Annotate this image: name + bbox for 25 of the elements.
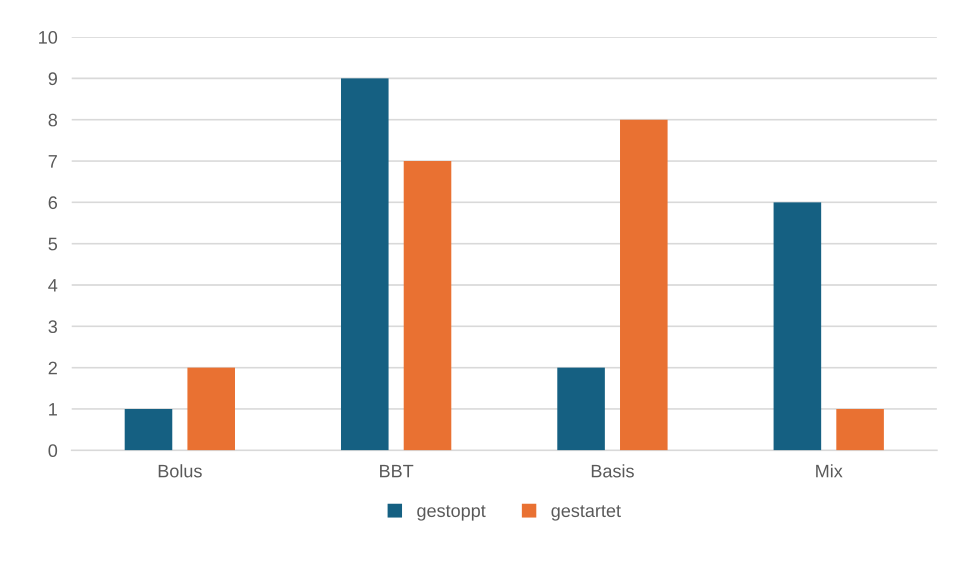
bar [340,78,389,450]
bar [557,368,605,450]
bar [404,161,452,450]
y-tick-label: 8 [48,114,58,126]
y-tick-label: 10 [39,30,58,44]
y-tick-label: 6 [48,196,58,210]
bar [187,368,236,450]
bar [836,408,884,450]
y-tick-label: 7 [48,155,57,168]
y-tick-label: 5 [48,238,58,250]
legend-label: gestartet [552,505,621,521]
x-tick-label: Mix [816,464,843,478]
bar [620,120,668,450]
legend-label: gestoppt [417,505,486,521]
x-tick-label: Bolus [158,464,202,478]
y-tick-label: 1 [49,403,57,416]
y-tick-label: 0 [48,444,58,458]
bar [774,202,822,450]
y-tick-label: 9 [48,72,57,86]
y-tick-label: 3 [48,320,58,334]
y-tick-label: 2 [48,362,57,374]
y-tick-label: 4 [48,279,58,292]
bar [124,408,172,450]
x-tick-label: BBT [380,464,414,478]
x-tick-label: Basis [592,464,634,478]
